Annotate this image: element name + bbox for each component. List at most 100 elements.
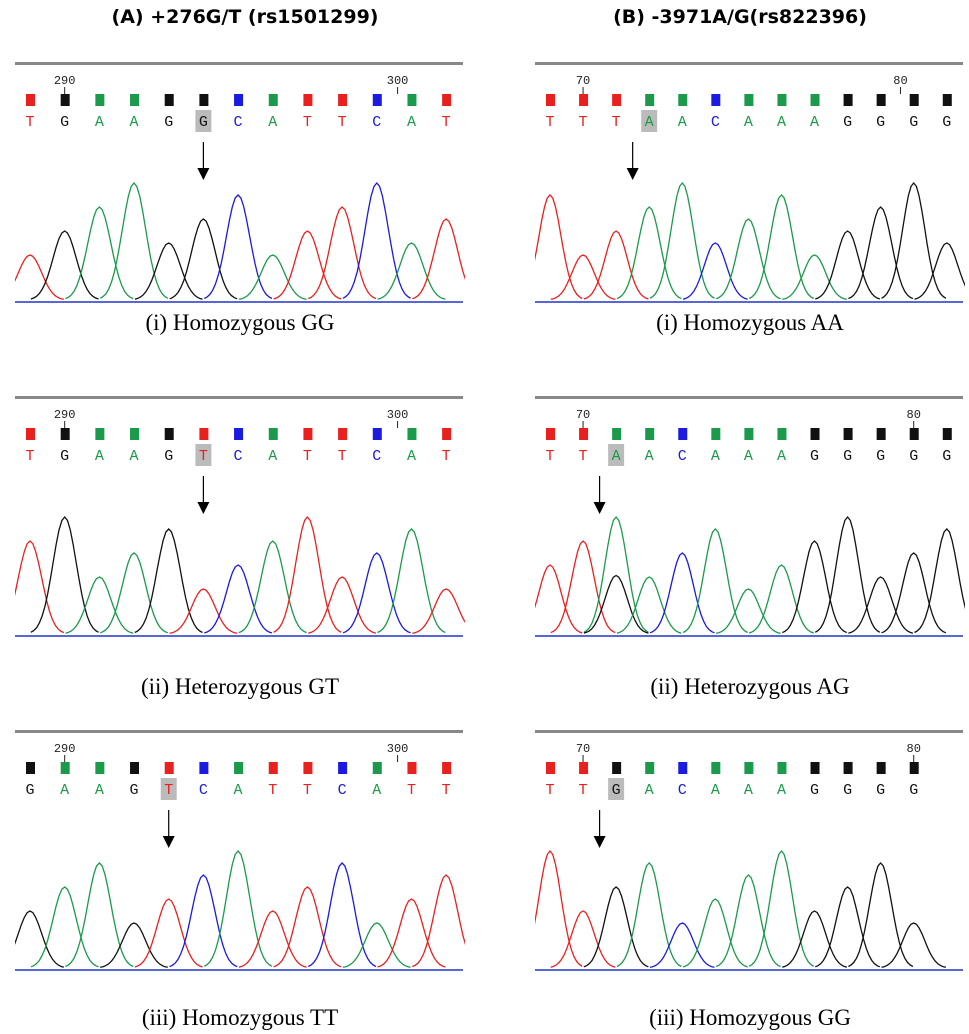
position-label: 300 <box>387 742 409 756</box>
base-marker <box>303 428 312 440</box>
base-marker <box>61 94 70 106</box>
base-marker <box>130 428 139 440</box>
base-call: C <box>711 114 720 131</box>
base-call: G <box>876 782 885 799</box>
arrowhead <box>197 168 209 180</box>
base-marker <box>199 94 208 106</box>
trace-peak <box>378 243 446 299</box>
trace-peak <box>915 243 966 299</box>
base-marker <box>234 428 243 440</box>
base-marker <box>612 428 621 440</box>
base-call: T <box>612 114 621 131</box>
base-call: G <box>60 114 69 131</box>
trace-peak <box>551 911 616 967</box>
base-marker <box>711 762 720 774</box>
base-marker <box>678 94 687 106</box>
base-marker <box>877 762 886 774</box>
trace-peak <box>617 207 681 299</box>
base-call: T <box>442 114 451 131</box>
trace-peak <box>100 923 168 967</box>
base-call: T <box>268 782 277 799</box>
trace-peak <box>650 923 715 967</box>
base-call: T <box>25 114 34 131</box>
base-marker <box>744 762 753 774</box>
base-marker <box>579 428 588 440</box>
base-call: A <box>744 448 753 465</box>
base-call: T <box>442 448 451 465</box>
position-label: 290 <box>54 74 76 88</box>
base-marker <box>777 94 786 106</box>
base-call: T <box>442 782 451 799</box>
base-marker <box>165 428 174 440</box>
position-label: 290 <box>54 408 76 422</box>
base-marker <box>373 762 382 774</box>
base-call: G <box>810 782 819 799</box>
column-title: (A) +276G/T (rs1501299) <box>15 6 475 28</box>
base-call: C <box>338 782 347 799</box>
position-label: 300 <box>387 74 409 88</box>
base-call: C <box>678 782 687 799</box>
trace-peak <box>535 851 582 966</box>
trace-peak <box>782 911 847 967</box>
base-call: T <box>545 782 554 799</box>
arrowhead <box>627 168 639 180</box>
base-marker <box>744 94 753 106</box>
base-marker <box>26 762 35 774</box>
base-call: T <box>303 782 312 799</box>
base-call: G <box>909 448 918 465</box>
base-marker <box>645 94 654 106</box>
trace-peak <box>239 541 307 633</box>
base-call: A <box>711 448 720 465</box>
base-call: A <box>268 114 277 131</box>
base-call: T <box>338 448 347 465</box>
base-marker <box>442 94 451 106</box>
base-call: A <box>612 448 621 465</box>
base-call: C <box>199 782 208 799</box>
base-marker <box>579 94 588 106</box>
base-call: G <box>810 448 819 465</box>
arrowhead <box>594 836 606 848</box>
base-marker <box>95 94 104 106</box>
base-marker <box>442 428 451 440</box>
position-label: 70 <box>576 408 590 422</box>
base-marker <box>61 428 70 440</box>
trace-peak <box>848 577 913 633</box>
chromatogram: 290300GAAGTCATTCATT <box>15 730 465 980</box>
base-marker <box>269 428 278 440</box>
base-marker <box>373 428 382 440</box>
base-call: G <box>164 448 173 465</box>
base-marker <box>844 428 853 440</box>
trace-peak <box>535 565 582 633</box>
base-marker <box>546 428 555 440</box>
base-marker <box>234 94 243 106</box>
base-call: T <box>199 448 208 465</box>
base-call: A <box>407 448 416 465</box>
base-call: A <box>678 114 687 131</box>
position-label: 80 <box>907 408 921 422</box>
base-call: A <box>777 114 786 131</box>
base-marker <box>338 428 347 440</box>
base-marker <box>877 94 886 106</box>
base-call: T <box>545 448 554 465</box>
base-call: A <box>268 448 277 465</box>
arrowhead <box>197 502 209 514</box>
base-call: G <box>199 114 208 131</box>
base-marker <box>26 428 35 440</box>
trace-peak <box>66 207 134 299</box>
base-call: A <box>407 114 416 131</box>
base-call: A <box>645 782 654 799</box>
base-call: G <box>942 448 951 465</box>
base-marker <box>811 762 820 774</box>
base-call: A <box>234 782 243 799</box>
base-marker <box>943 428 952 440</box>
base-call: T <box>407 782 416 799</box>
column-title: (B) -3971A/G(rs822396) <box>510 6 969 28</box>
base-marker <box>811 428 820 440</box>
base-marker <box>234 762 243 774</box>
base-call: G <box>60 448 69 465</box>
position-label: 80 <box>907 742 921 756</box>
trace-peak <box>782 255 847 299</box>
trace-peak <box>782 541 847 633</box>
